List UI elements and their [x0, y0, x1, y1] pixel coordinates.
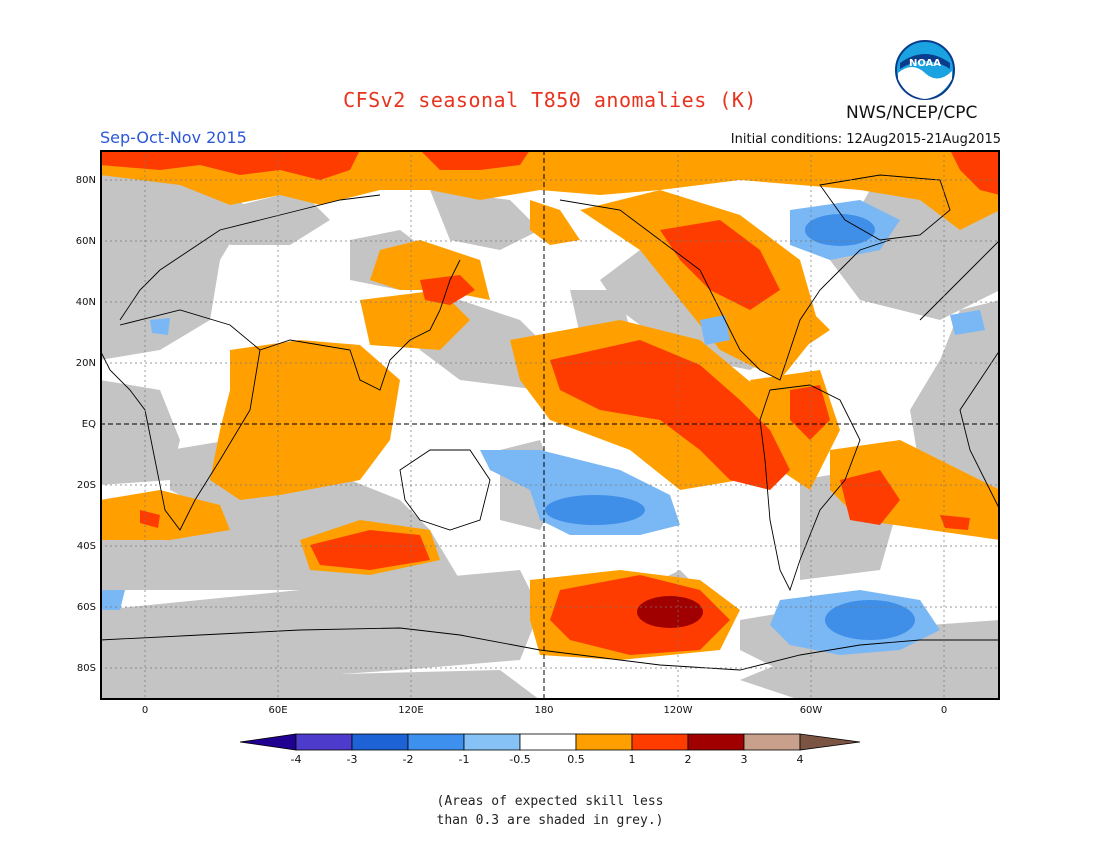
- lat-label: 40S: [76, 541, 96, 552]
- colorbar-label: -2: [402, 753, 414, 766]
- colorbar-swatch: [575, 733, 633, 751]
- colorbar-swatch: [463, 733, 521, 751]
- lat-label: 20N: [75, 358, 96, 369]
- colorbar-label: 0.5: [567, 753, 585, 766]
- colorbar-swatch: [519, 733, 577, 751]
- skill-footnote-line: (Areas of expected skill less: [436, 794, 664, 809]
- graticule: [100, 150, 1000, 700]
- colorbar-swatch: [743, 733, 801, 751]
- lat-label: 80N: [75, 175, 96, 186]
- colorbar-label: 1: [628, 753, 636, 766]
- map-title: CFSv2 seasonal T850 anomalies (K): [343, 88, 757, 112]
- lon-label: 120W: [663, 705, 693, 716]
- colorbar-swatch: [631, 733, 689, 751]
- initial-conditions-label: Initial conditions: 12Aug2015-21Aug2015: [730, 132, 1001, 147]
- colorbar-label: 3: [740, 753, 748, 766]
- colorbar-swatch: [687, 733, 745, 751]
- anomaly-neg-mid: [545, 214, 915, 640]
- lon-label: 60W: [799, 705, 823, 716]
- colorbar-swatch: [407, 733, 465, 751]
- colorbar: [239, 733, 861, 751]
- colorbar-label: 4: [796, 753, 804, 766]
- lon-label: 180: [534, 705, 554, 716]
- lat-label: 40N: [75, 297, 96, 308]
- agency-label: NWS/NCEP/CPC: [846, 103, 978, 123]
- lon-label: 0: [141, 705, 149, 716]
- colorbar-swatch: [295, 733, 353, 751]
- colorbar-high-arrow: [799, 733, 861, 751]
- noaa-logo-text: NOAA: [909, 58, 941, 69]
- colorbar-low-arrow: [239, 733, 297, 751]
- main-axes: [100, 150, 1000, 700]
- skill-footnote: (Areas of expected skill less than 0.3 a…: [0, 792, 1100, 830]
- lat-label: 60N: [75, 236, 96, 247]
- colorbar-label: -0.5: [509, 753, 531, 766]
- lat-label: 80S: [76, 663, 96, 674]
- skill-footnote-line: than 0.3 are shaded in grey.): [436, 813, 664, 828]
- lon-label: 120E: [398, 705, 424, 716]
- coastlines: [100, 174, 1000, 671]
- lat-label: EQ: [81, 419, 96, 430]
- colorbar-swatch: [351, 733, 409, 751]
- colorbar-label: 2: [684, 753, 692, 766]
- anomaly-pos-high: [637, 596, 703, 628]
- colorbar-label: -4: [290, 753, 302, 766]
- lon-label: 60E: [268, 705, 288, 716]
- lat-label: 60S: [76, 602, 96, 613]
- anomaly-map-canvas: [100, 150, 1000, 700]
- lon-label: 0: [940, 705, 948, 716]
- map-border: [100, 150, 1000, 700]
- anomaly-map: [100, 150, 1000, 700]
- colorbar-label: -3: [346, 753, 358, 766]
- colorbar-label: -1: [458, 753, 470, 766]
- season-label: Sep-Oct-Nov 2015: [100, 128, 247, 147]
- lat-label: 20S: [76, 480, 96, 491]
- noaa-logo: NOAA: [895, 40, 955, 100]
